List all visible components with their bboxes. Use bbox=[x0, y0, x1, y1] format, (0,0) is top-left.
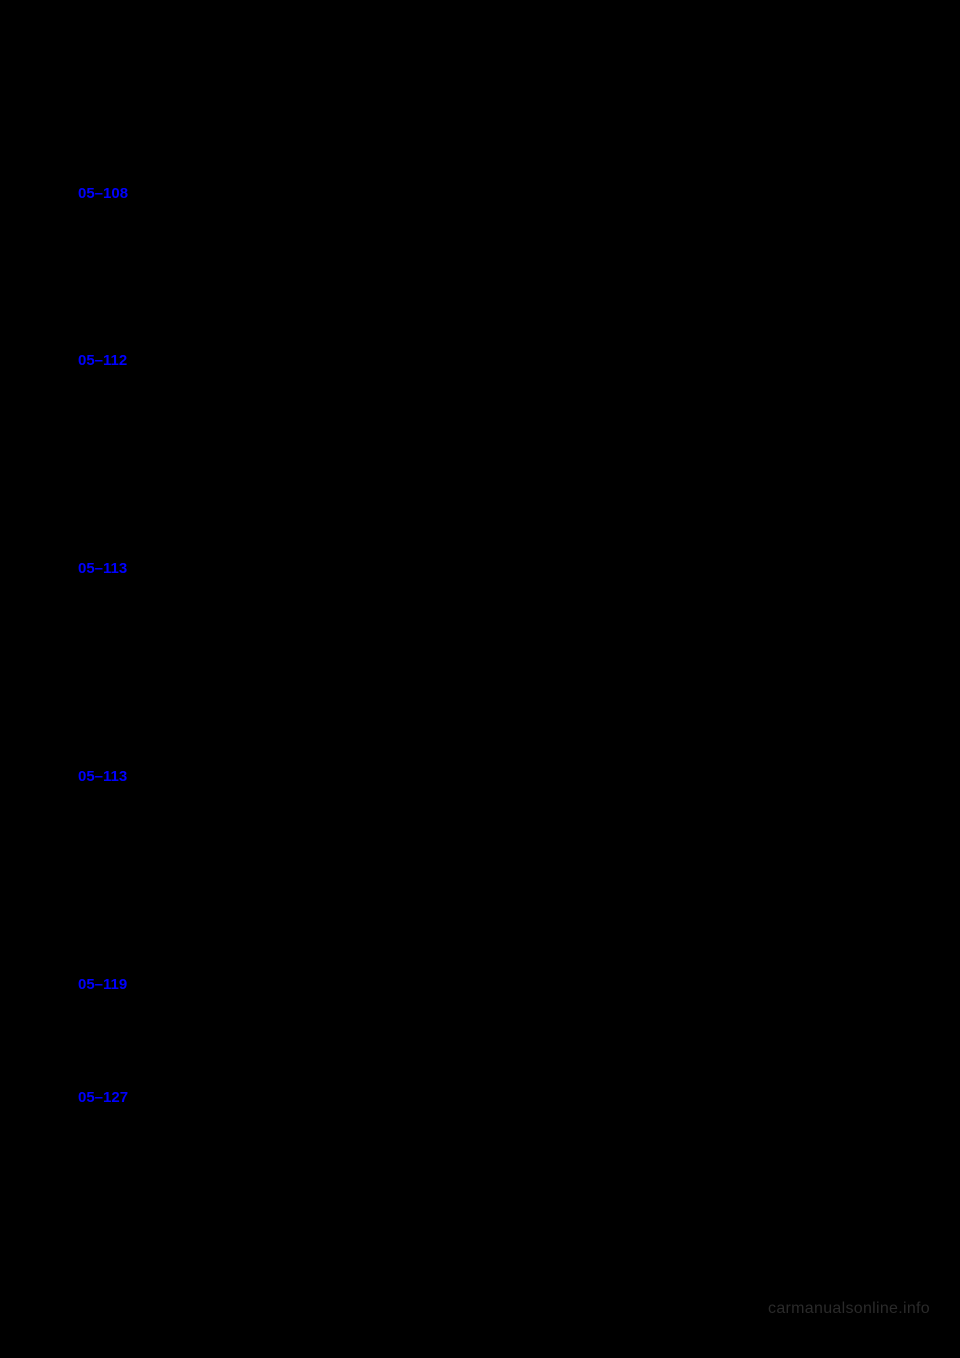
section-4: 05–113 bbox=[78, 768, 878, 786]
section-5: 05–119 bbox=[78, 976, 878, 994]
page-ref-link[interactable]: 05–113 bbox=[78, 560, 878, 578]
page-ref-link[interactable]: 05–108 bbox=[78, 185, 878, 203]
page-ref-link[interactable]: 05–127 bbox=[78, 1089, 878, 1107]
document-content: 05–108 05–112 05–113 05–113 05–119 05–12… bbox=[78, 185, 878, 1107]
page-ref-link[interactable]: 05–119 bbox=[78, 976, 878, 994]
section-1: 05–108 bbox=[78, 185, 878, 203]
section-2: 05–112 bbox=[78, 352, 878, 370]
section-3: 05–113 bbox=[78, 560, 878, 578]
section-6: 05–127 bbox=[78, 1089, 878, 1107]
page-ref-link[interactable]: 05–113 bbox=[78, 768, 878, 786]
watermark-text: carmanualsonline.info bbox=[768, 1300, 930, 1318]
page-ref-link[interactable]: 05–112 bbox=[78, 352, 878, 370]
